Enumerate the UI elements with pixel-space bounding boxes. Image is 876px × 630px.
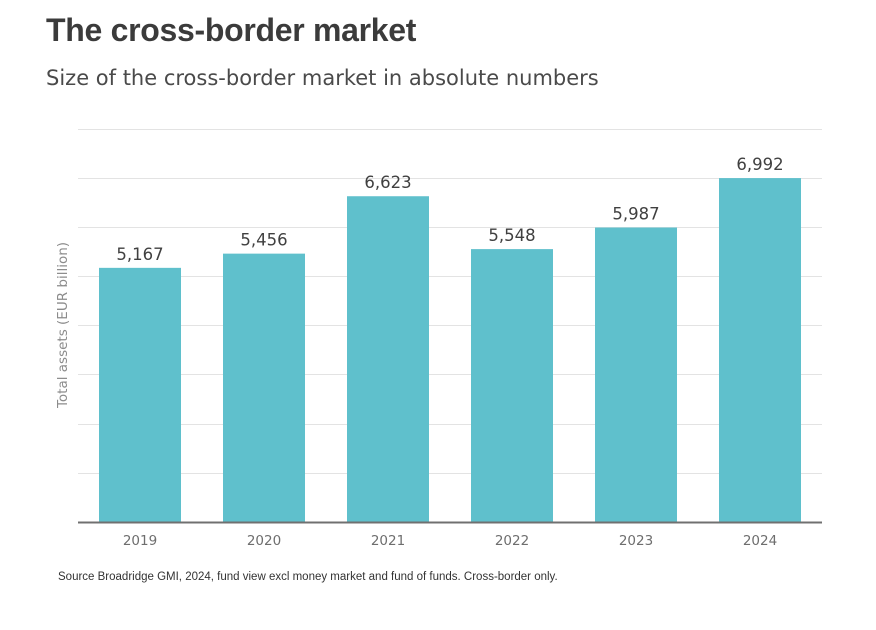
value-label: 6,992 [736,155,783,174]
y-axis-title: Total assets (EUR billion) [55,242,71,409]
value-label: 5,987 [612,205,659,224]
x-tick-label: 2021 [371,533,405,549]
bar-2021 [347,196,429,522]
x-tick-label: 2020 [247,533,281,549]
x-tick-labels: 2019 2020 2021 2022 2023 2024 [123,533,777,549]
bar-2022 [471,249,553,522]
chart-title: The cross-border market [46,12,417,48]
bar-2024 [719,178,801,522]
x-tick-label: 2019 [123,533,157,549]
value-label: 5,456 [240,231,287,250]
x-tick-label: 2024 [743,533,777,549]
gridlines [78,129,822,474]
value-label: 5,167 [116,245,163,264]
chart-subtitle: Size of the cross-border market in absol… [46,66,599,90]
x-tick-label: 2023 [619,533,653,549]
bar-2019 [99,267,181,522]
value-label: 5,548 [488,226,535,245]
value-label: 6,623 [364,173,411,192]
x-tick-label: 2022 [495,533,529,549]
source-note: Source Broadridge GMI, 2024, fund view e… [58,571,558,583]
bar-2023 [595,227,677,522]
bars [99,178,801,522]
bar-2020 [223,253,305,522]
value-labels: 5,167 5,456 6,623 5,548 5,987 6,992 [116,155,783,264]
